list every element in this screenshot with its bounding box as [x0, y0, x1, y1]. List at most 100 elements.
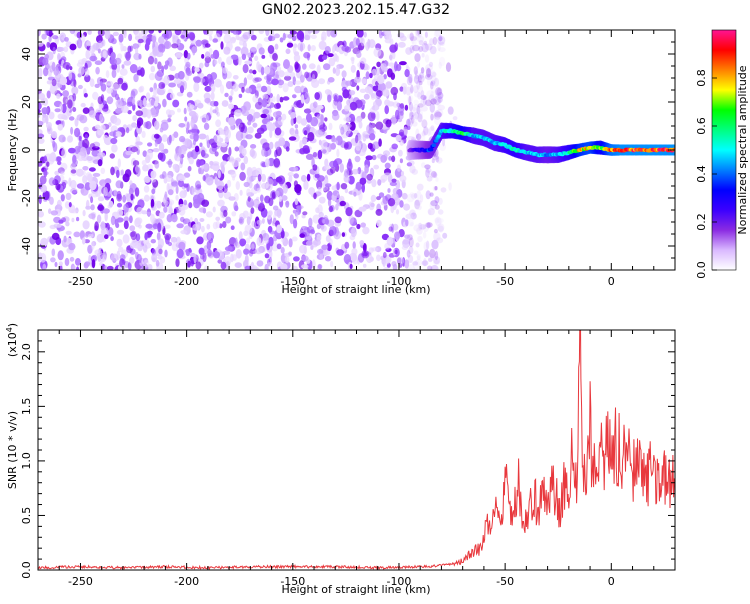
heatmap-noise-cell [414, 91, 421, 98]
heatmap-noise-cell [143, 185, 150, 193]
heatmap-noise-cell [292, 94, 297, 99]
heatmap-noise-cell [293, 51, 300, 56]
heatmap-noise-cell [171, 214, 178, 223]
heatmap-noise-cell [105, 80, 113, 86]
heatmap-noise-cell [425, 43, 433, 51]
heatmap-noise-cell [324, 89, 331, 95]
heatmap-noise-cell [353, 76, 362, 84]
heatmap-noise-cell [247, 126, 254, 134]
heatmap-noise-cell [217, 199, 225, 207]
heatmap-noise-cell [293, 43, 298, 48]
heatmap-noise-cell [414, 53, 421, 63]
heatmap-noise-cell [327, 77, 335, 83]
heatmap-noise-cell [84, 68, 90, 77]
heatmap-noise-cell [230, 54, 239, 60]
heatmap-noise-cell [134, 187, 140, 197]
heatmap-noise-cell [324, 255, 332, 262]
heatmap-noise-cell [362, 226, 370, 235]
heatmap-noise-cell [404, 69, 410, 78]
heatmap-noise-cell [299, 32, 304, 43]
heatmap-noise-cell [408, 73, 413, 84]
heatmap-noise-cell [226, 56, 233, 65]
heatmap-noise-cell [402, 86, 407, 95]
heatmap-noise-cell [422, 223, 429, 233]
heatmap-noise-cell [38, 252, 43, 261]
heatmap-noise-cell [371, 154, 377, 161]
heatmap-noise-cell [328, 205, 334, 213]
heatmap-noise-cell [89, 78, 95, 87]
heatmap-noise-cell [371, 95, 375, 100]
colorbar-ticks: 0.0 0.2 0.4 0.6 0.8 [695, 69, 717, 279]
heatmap-noise-cell [376, 74, 385, 85]
heatmap-noise-cell [398, 41, 406, 48]
heatmap-noise-cell [206, 223, 211, 230]
heatmap-noise-cell [178, 241, 186, 251]
heatmap-noise-cell [245, 134, 253, 140]
heatmap-noise-cell [182, 146, 187, 155]
heatmap-noise-cell [80, 230, 85, 239]
heatmap-noise-cell [265, 30, 270, 37]
heatmap-noise-cell [218, 251, 225, 261]
heatmap-noise-cell [418, 80, 423, 86]
heatmap-noise-cell [72, 93, 77, 102]
heatmap-noise-cell [420, 105, 428, 112]
heatmap-noise-cell [305, 240, 313, 246]
heatmap-noise-cell [232, 30, 239, 35]
heatmap-noise-cell [406, 136, 415, 141]
heatmap-noise-cell [389, 52, 393, 62]
heatmap-noise-cell [360, 37, 365, 47]
heatmap-noise-cell [151, 253, 158, 263]
heatmap-noise-cell [129, 180, 133, 186]
heatmap-noise-cell [64, 257, 70, 267]
heatmap-noise-cell [61, 148, 67, 159]
heatmap-noise-cell [426, 222, 431, 229]
heatmap-noise-cell [417, 30, 422, 38]
heatmap-noise-cell [162, 98, 167, 108]
heatmap-noise-cell [344, 168, 350, 178]
heatmap-noise-cell [175, 185, 179, 195]
heatmap-noise-cell [150, 99, 155, 106]
heatmap-noise-cell [307, 132, 315, 142]
heatmap-noise-cell [425, 168, 430, 178]
heatmap-noise-cell [433, 228, 438, 234]
heatmap-noise-cell [58, 219, 64, 224]
heatmap-noise-cell [210, 91, 215, 101]
heatmap-noise-cell [416, 35, 425, 43]
heatmap-noise-cell [291, 236, 298, 242]
heatmap-noise-cell [203, 122, 210, 130]
heatmap-noise-cell [371, 179, 377, 188]
heatmap-noise-cell [306, 173, 311, 182]
heatmap-noise-cell [421, 53, 425, 58]
heatmap-noise-cell [46, 51, 54, 61]
heatmap-noise-cell [97, 48, 101, 54]
heatmap-noise-cell [429, 172, 438, 179]
heatmap-noise-cell [294, 61, 299, 70]
heatmap-noise-cell [38, 102, 42, 110]
heatmap-noise-cell [411, 168, 418, 175]
heatmap-noise-cell [438, 61, 442, 69]
heatmap-noise-cell [410, 193, 417, 200]
heatmap-noise-cell [175, 194, 179, 201]
heatmap-noise-cell [411, 44, 420, 52]
heatmap-noise-cell [250, 263, 255, 270]
heatmap-noise-cell [408, 95, 412, 106]
heatmap-noise-cell [243, 181, 250, 188]
heatmap-noise-cell [204, 86, 212, 92]
heatmap-noise-cell [163, 75, 170, 86]
heatmap-noise-cell [412, 121, 418, 127]
heatmap-noise-cell [254, 77, 262, 82]
heatmap-noise-cell [82, 175, 88, 184]
heatmap-noise-cell [315, 207, 320, 214]
heatmap-noise-cell [285, 200, 290, 208]
heatmap-noise-cell [282, 83, 289, 93]
heatmap-noise-cell [111, 144, 118, 153]
heatmap-noise-cell [42, 114, 47, 124]
heatmap-noise-cell [376, 196, 381, 201]
heatmap-noise-cell [252, 69, 257, 75]
heatmap-noise-cell [426, 90, 434, 100]
heatmap-noise-cell [399, 200, 404, 208]
heatmap-noise-cell [350, 64, 356, 73]
heatmap-noise-cell [326, 30, 332, 37]
heatmap-noise-cell [94, 221, 99, 232]
